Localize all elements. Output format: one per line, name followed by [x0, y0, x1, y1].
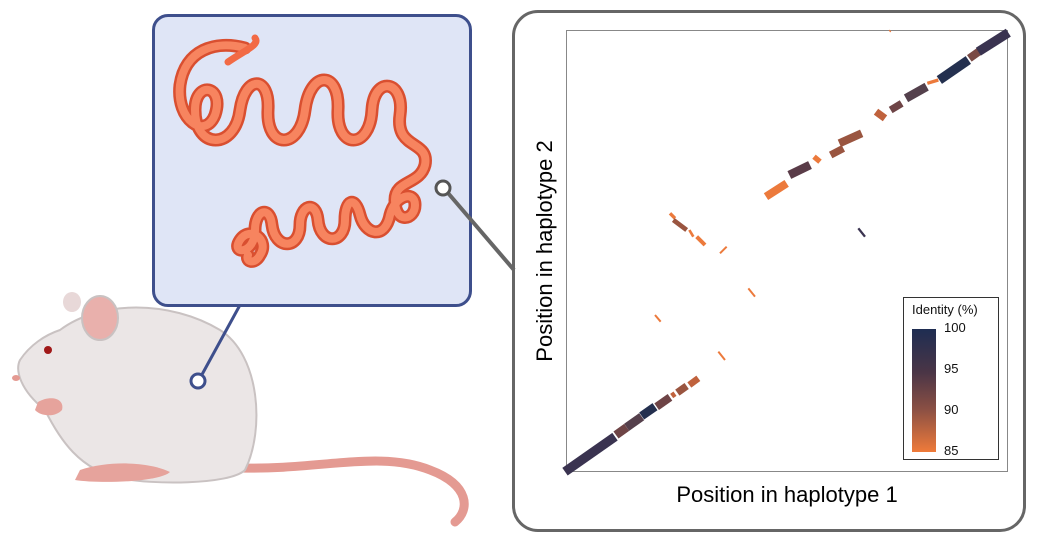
alignment-segment — [688, 229, 695, 238]
mouse-forepaw — [35, 398, 63, 416]
alignment-segment — [787, 161, 812, 179]
alignment-segment — [812, 154, 822, 164]
legend-title: Identity (%) — [912, 302, 978, 317]
mouse-eye — [44, 346, 52, 354]
legend-tick-95: 95 — [944, 361, 959, 376]
alignment-segment — [719, 245, 728, 255]
sampling-point-marker — [189, 372, 207, 390]
alignment-segment — [763, 179, 789, 201]
dotplot-area — [566, 30, 1008, 472]
alignment-segment — [837, 129, 864, 147]
alignment-segment — [857, 227, 866, 238]
dna-inset-box — [152, 14, 472, 307]
alignment-segment — [654, 314, 662, 323]
mouse-tail — [235, 456, 469, 527]
alignment-segment — [975, 28, 1011, 56]
dna-strand-illustration — [173, 34, 432, 268]
mouse-ear — [81, 295, 119, 341]
alignment-segment — [903, 82, 929, 103]
alignment-segment — [639, 403, 658, 420]
mouse-nose — [12, 375, 20, 381]
alignment-segment — [936, 56, 971, 84]
mouse-illustration — [12, 292, 469, 527]
x-axis-label: Position in haplotype 1 — [676, 482, 898, 507]
alignment-segment — [670, 391, 677, 399]
alignment-segment — [695, 235, 707, 247]
alignment-segment — [926, 78, 939, 85]
alignment-segment — [624, 413, 645, 431]
alignment-segment — [675, 383, 689, 396]
legend-tick-85: 85 — [944, 443, 959, 458]
y-axis-label: Position in haplotype 2 — [532, 140, 557, 362]
mouse-hindleg — [75, 463, 170, 482]
legend-colorbar — [912, 329, 936, 452]
alignment-segment — [828, 145, 846, 159]
alignment-segment — [687, 375, 701, 388]
dna-locus-marker — [434, 179, 452, 197]
alignment-segment — [613, 423, 630, 439]
alignment-segment — [747, 287, 756, 298]
mouse-body — [17, 306, 258, 484]
alignment-segment — [654, 394, 673, 410]
alignment-segment — [888, 29, 892, 33]
alignment-segments — [562, 28, 1011, 476]
alignment-segment — [873, 108, 888, 122]
mouse-ear-back — [63, 292, 81, 312]
alignment-segment — [562, 432, 618, 476]
alignment-segment — [717, 351, 726, 361]
alignment-segment — [668, 212, 677, 220]
alignment-segment — [671, 218, 689, 232]
identity-legend: Identity (%) 100 95 90 85 — [903, 297, 999, 460]
alignment-segment — [888, 100, 904, 114]
legend-tick-100: 100 — [944, 320, 966, 335]
legend-tick-90: 90 — [944, 402, 959, 417]
